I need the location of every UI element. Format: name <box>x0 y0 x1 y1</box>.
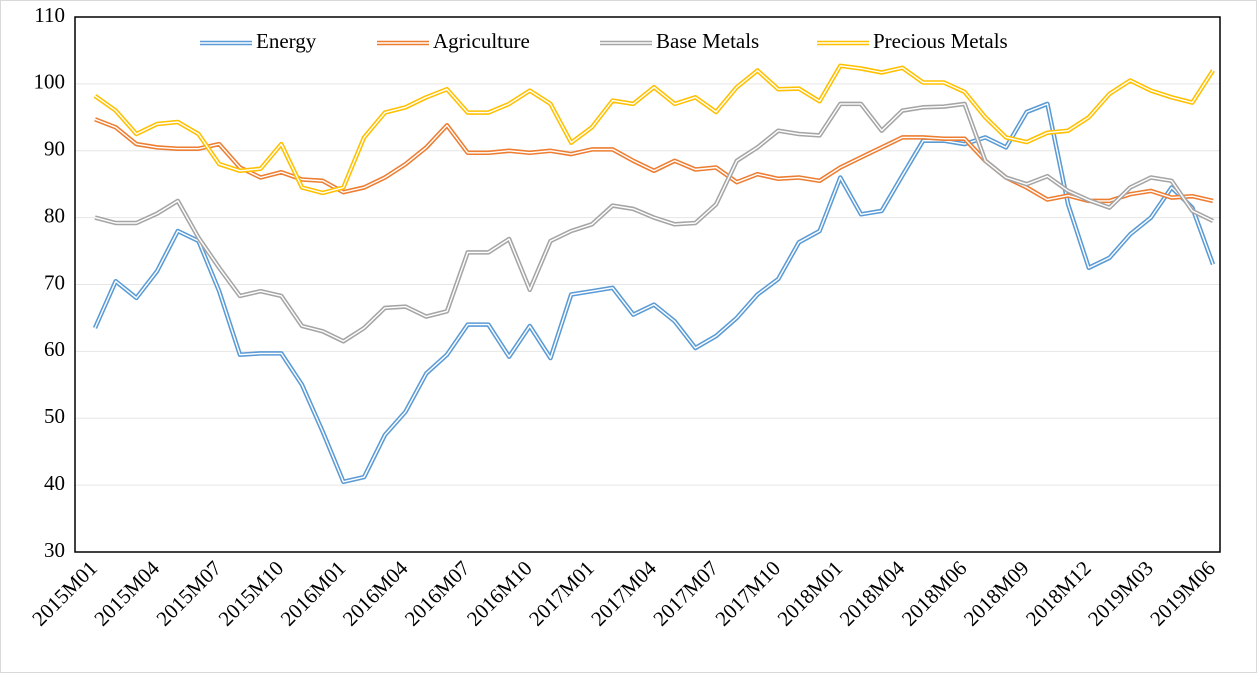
legend-label: Base Metals <box>656 29 759 53</box>
y-tick-label: 100 <box>34 70 66 94</box>
plot-frame <box>74 16 1221 553</box>
y-tick-label: 30 <box>44 538 65 562</box>
series-line-inner <box>94 65 1214 194</box>
series-line-inner <box>94 118 1214 202</box>
y-tick-label: 70 <box>44 270 65 294</box>
y-tick-label: 90 <box>44 137 65 161</box>
series-line-inner <box>94 103 1214 342</box>
y-tick-label: 50 <box>44 404 65 428</box>
legend-label: Energy <box>256 29 317 53</box>
y-tick-label: 40 <box>44 471 65 495</box>
series-line-inner <box>94 103 1214 483</box>
legend-label: Precious Metals <box>873 29 1008 53</box>
y-tick-label: 110 <box>34 3 65 27</box>
legend-label: Agriculture <box>433 29 530 53</box>
y-tick-label: 60 <box>44 337 65 361</box>
y-tick-label: 80 <box>44 203 65 227</box>
